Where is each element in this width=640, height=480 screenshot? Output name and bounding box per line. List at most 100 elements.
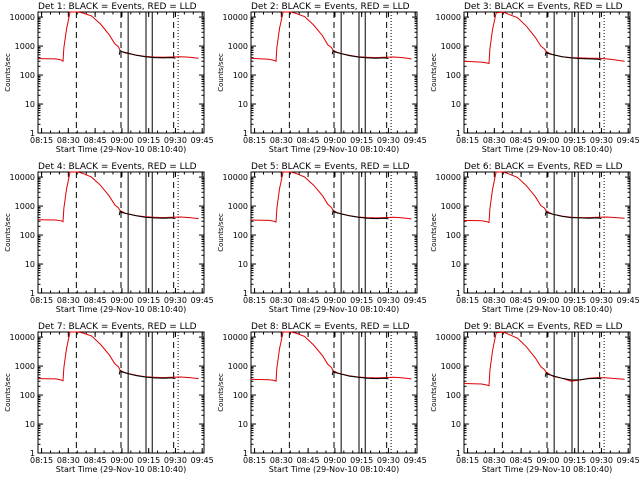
series-events-line [544, 51, 602, 61]
x-tick-label: 08:15 [243, 136, 266, 145]
x-tick-label: 08:15 [456, 296, 479, 305]
y-tick-label: 1000 [228, 42, 248, 51]
x-tick-label: 09:45 [191, 296, 214, 305]
chart-title: Det 8: BLACK = Events, RED = LLD [251, 322, 410, 332]
x-tick-label: 08:30 [57, 456, 80, 465]
series-lld-line [463, 11, 625, 65]
y-tick-label: 100 [233, 391, 248, 400]
x-tick-label: 09:30 [164, 456, 187, 465]
chart-panel-1: Det 1: BLACK = Events, RED = LLD Counts/s… [4, 2, 214, 154]
y-axis-label: Counts/sec [4, 213, 12, 252]
x-tick-label: 09:45 [617, 136, 640, 145]
x-axis-label: Start Time (29-Nov-10 08:10:40) [56, 465, 186, 474]
x-tick-label: 08:15 [30, 296, 53, 305]
x-tick-label: 08:15 [30, 456, 53, 465]
x-tick-label: 09:15 [350, 456, 373, 465]
y-axis-label: Counts/sec [217, 373, 225, 412]
chart-panel-5: Det 5: BLACK = Events, RED = LLD Counts/s… [217, 162, 427, 314]
y-tick-label: 1000 [441, 42, 461, 51]
y-tick-label: 10000 [10, 173, 35, 182]
series-lld-line [37, 11, 199, 63]
y-tick-label: 10 [451, 420, 461, 429]
x-tick-label: 08:15 [456, 136, 479, 145]
chart-title: Det 7: BLACK = Events, RED = LLD [38, 322, 197, 332]
x-tick-label: 08:30 [270, 456, 293, 465]
x-tick-label: 09:45 [404, 136, 427, 145]
y-tick-label: 1 [30, 289, 35, 298]
series-events-line [118, 369, 176, 380]
chart-panel-4: Det 4: BLACK = Events, RED = LLD Counts/s… [4, 162, 214, 314]
y-axis-label: Counts/sec [430, 373, 438, 412]
x-tick-label: 08:30 [483, 456, 506, 465]
series-events-line [118, 49, 176, 59]
y-tick-label: 100 [446, 391, 461, 400]
chart-panel-3: Det 3: BLACK = Events, RED = LLD Counts/s… [430, 2, 640, 154]
x-tick-label: 09:15 [137, 456, 160, 465]
y-tick-label: 1 [30, 449, 35, 458]
y-tick-label: 100 [233, 71, 248, 80]
x-tick-label: 09:15 [563, 136, 586, 145]
y-tick-label: 10000 [223, 13, 248, 22]
y-tick-label: 10000 [436, 13, 461, 22]
chart-panel-2: Det 2: BLACK = Events, RED = LLD Counts/s… [217, 2, 427, 154]
x-axis-label: Start Time (29-Nov-10 08:10:40) [269, 145, 399, 154]
x-axis-label: Start Time (29-Nov-10 08:10:40) [482, 305, 612, 314]
x-axis-label: Start Time (29-Nov-10 08:10:40) [269, 465, 399, 474]
y-tick-label: 10 [25, 420, 35, 429]
y-tick-label: 10 [25, 260, 35, 269]
x-tick-label: 09:30 [164, 296, 187, 305]
x-tick-label: 09:00 [536, 456, 559, 465]
y-tick-label: 10 [238, 100, 248, 109]
y-tick-label: 1000 [441, 362, 461, 371]
x-tick-label: 08:45 [510, 296, 533, 305]
x-tick-label: 08:30 [57, 296, 80, 305]
x-tick-label: 09:45 [404, 456, 427, 465]
x-tick-label: 08:30 [483, 296, 506, 305]
x-tick-label: 09:15 [563, 456, 586, 465]
y-tick-label: 1000 [228, 362, 248, 371]
series-events-line [544, 372, 602, 381]
y-tick-label: 1000 [441, 202, 461, 211]
y-tick-label: 1000 [15, 362, 35, 371]
series-lld-line [463, 331, 625, 387]
series-lld-line [37, 331, 199, 382]
y-tick-label: 1 [456, 129, 461, 138]
x-tick-label: 09:45 [617, 456, 640, 465]
x-tick-label: 09:45 [191, 136, 214, 145]
y-tick-label: 100 [20, 391, 35, 400]
chart-title: Det 2: BLACK = Events, RED = LLD [251, 2, 410, 12]
x-tick-label: 09:30 [377, 136, 400, 145]
x-axis-label: Start Time (29-Nov-10 08:10:40) [482, 145, 612, 154]
y-tick-label: 1000 [228, 202, 248, 211]
x-tick-label: 08:45 [297, 296, 320, 305]
series-lld-line [463, 171, 625, 224]
x-tick-label: 09:00 [323, 136, 346, 145]
y-tick-label: 1 [243, 129, 248, 138]
chart-panel-8: Det 8: BLACK = Events, RED = LLD Counts/s… [217, 322, 427, 474]
x-tick-label: 09:30 [590, 296, 613, 305]
x-tick-label: 09:15 [563, 296, 586, 305]
y-axis-label: Counts/sec [430, 53, 438, 92]
x-tick-label: 09:00 [110, 136, 133, 145]
x-tick-label: 08:45 [84, 456, 107, 465]
x-tick-label: 09:30 [590, 456, 613, 465]
chart-title: Det 1: BLACK = Events, RED = LLD [38, 2, 197, 12]
x-tick-label: 08:45 [510, 456, 533, 465]
x-tick-label: 09:15 [350, 296, 373, 305]
x-tick-label: 08:45 [84, 136, 107, 145]
y-tick-label: 10 [451, 100, 461, 109]
x-tick-label: 08:30 [270, 136, 293, 145]
y-tick-label: 100 [20, 231, 35, 240]
x-axis-label: Start Time (29-Nov-10 08:10:40) [56, 305, 186, 314]
y-tick-label: 1 [243, 449, 248, 458]
series-lld-line [250, 11, 412, 62]
y-tick-label: 100 [20, 71, 35, 80]
y-tick-label: 10000 [436, 333, 461, 342]
y-axis-label: Counts/sec [217, 53, 225, 92]
x-tick-label: 09:30 [377, 456, 400, 465]
x-tick-label: 09:30 [377, 296, 400, 305]
x-tick-label: 09:45 [191, 456, 214, 465]
x-tick-label: 08:45 [510, 136, 533, 145]
y-axis-label: Counts/sec [4, 53, 12, 92]
